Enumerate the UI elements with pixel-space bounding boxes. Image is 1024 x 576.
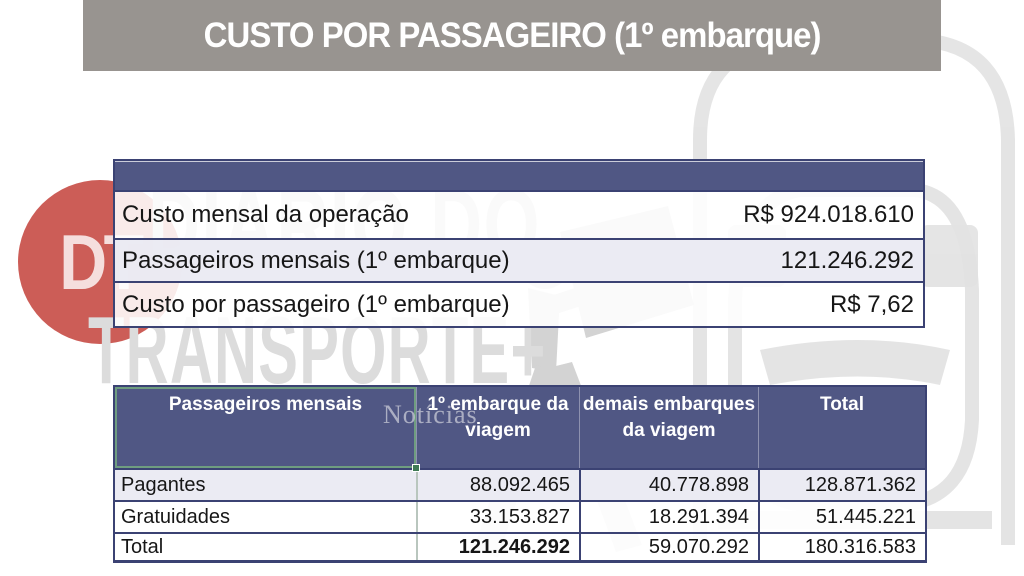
row-value: R$ 924.018.610 [743,201,914,228]
bus-wiper-icon [760,340,950,385]
cell-value: 51.445.221 [758,502,925,532]
header-cell: Total [758,387,925,468]
cell-value-total: 121.246.292 [416,534,579,560]
row-label: Custo por passageiro (1º embarque) [122,290,510,318]
breakdown-table-header: Passageiros mensais 1º embarque da viage… [115,387,925,472]
header-cell-selected: Passageiros mensais [115,387,420,472]
bus-mirror-icon [920,225,978,287]
table-row: Pagantes 88.092.465 40.778.898 128.871.3… [115,468,925,500]
selection-fill-handle [412,464,420,472]
cell-value: 33.153.827 [416,502,579,532]
summary-table: Custo mensal da operação R$ 924.018.610 … [113,159,925,328]
cell-value: 128.871.362 [758,470,925,500]
row-label: Total [121,535,164,558]
table-row-total: Total 121.246.292 59.070.292 180.316.583 [115,532,925,560]
cell-value: 40.778.898 [579,470,758,500]
breakdown-table: Passageiros mensais 1º embarque da viage… [113,385,927,563]
row-value: R$ 7,62 [829,290,914,318]
table-row: Gratuidades 33.153.827 18.291.394 51.445… [115,500,925,532]
cell-value: 59.070.292 [579,534,758,560]
row-value: 121.246.292 [780,246,914,274]
column-header: Passageiros mensais [168,394,363,415]
row-label: Custo mensal da operação [122,201,409,228]
table-row: Custo por passageiro (1º embarque) R$ 7,… [115,281,923,326]
header-cell: demais embarques da viagem [579,387,758,468]
slide-title-bar: CUSTO POR PASSAGEIRO (1º embarque) [83,0,941,71]
row-label: Pagantes [121,473,206,496]
cell-value: 88.092.465 [416,470,579,500]
table-row: Passageiros mensais (1º embarque) 121.24… [115,238,923,281]
slide-title: CUSTO POR PASSAGEIRO (1º embarque) [203,15,822,55]
row-label: Gratuidades [121,505,230,528]
cell-value: 180.316.583 [758,534,925,560]
summary-table-header-band [115,161,923,192]
cell-value: 18.291.394 [579,502,758,532]
header-cell: 1º embarque da viagem [416,387,579,468]
row-label: Passageiros mensais (1º embarque) [122,246,510,274]
table-row: Custo mensal da operação R$ 924.018.610 [115,192,923,238]
